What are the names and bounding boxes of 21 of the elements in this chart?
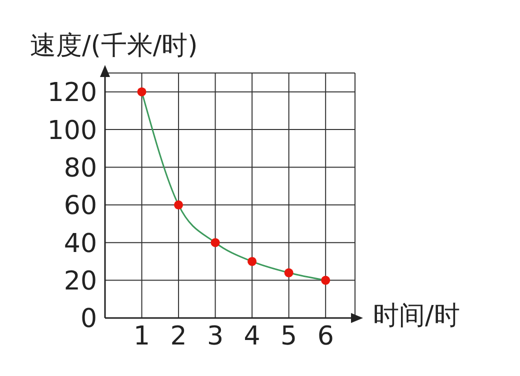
y-tick-label: 60 [64,191,97,222]
y-axis-title: 速度/(千米/时) [30,30,198,63]
x-tick-label: 3 [207,321,224,352]
point [137,87,146,96]
x-tick-label: 5 [280,321,298,352]
y-tick-label: 100 [47,116,97,146]
point [284,268,294,278]
point [321,276,330,285]
x-tick-label: 1 [133,321,150,352]
x-tick-label: 6 [317,321,334,352]
y-tick-label: 40 [64,228,97,259]
y-tick-label: 80 [64,153,97,184]
x-tick-label: 2 [170,321,187,352]
y-tick-label: 120 [47,78,97,108]
x-axis-title: 时间/时 [373,300,460,333]
point [174,200,184,210]
point [210,238,220,248]
x-tick-label: 4 [244,321,260,352]
y-tick-label: 0 [80,304,97,334]
point [248,256,257,266]
y-tick-label: 20 [64,266,97,297]
